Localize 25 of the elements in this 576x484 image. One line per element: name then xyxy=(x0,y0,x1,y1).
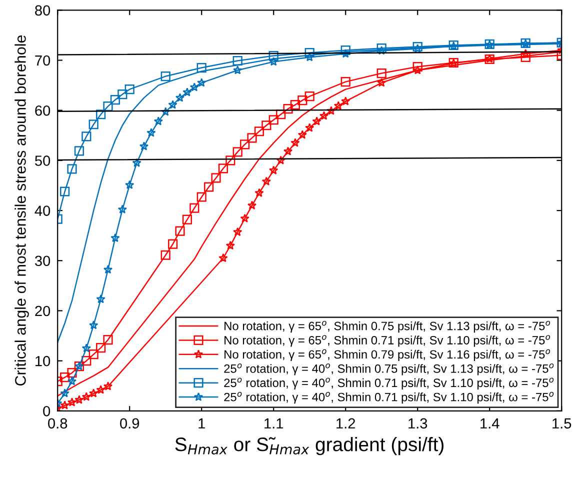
x-tick-label: 0.8 xyxy=(48,418,68,429)
y-tick-label: 40 xyxy=(34,206,50,216)
y-tick-label: 20 xyxy=(35,306,50,316)
x-tick-label: 1.4 xyxy=(480,418,500,428)
y-tick-label: 60 xyxy=(35,105,50,116)
y-tick-label: 70 xyxy=(35,55,50,66)
x-tick-label: 1.2 xyxy=(336,418,356,428)
legend-label: 25$^{o}$ rotation, γ = 40$^{o}$, Shmin 0.75 psi/ft, Sv 1.13 psi/ft, ω = -75$^{o}$ xyxy=(224,363,554,376)
y-tick-label: 10 xyxy=(36,356,50,366)
legend-label: No rotation, γ = 65$^{o}$, Shmin 0.71 psi/ft, Sv 1.10 psi/ft, ω = -75$^{o}$ xyxy=(224,335,550,347)
x-axis-title: S$_{Hmax}$ or S̃$_{Hmax}$ gradient (psi/ft) xyxy=(175,437,444,456)
x-tick-label: 1 xyxy=(198,418,205,428)
legend-label: No rotation, γ = 65$^{o}$, Shmin 0.79 psi/ft, Sv 1.16 psi/ft, ω = -75$^{o}$ xyxy=(224,349,550,362)
x-tick-label: 1.5 xyxy=(552,418,572,429)
y-tick-label: 30 xyxy=(34,256,50,266)
legend-label: 25$^{o}$ rotation, γ = 40$^{o}$, Shmin 0.71 psi/ft, Sv 1.10 psi/ft, ω = -75$^{o}$ xyxy=(224,392,554,404)
y-tick-label: 80 xyxy=(35,5,50,16)
legend-label: 25$^{o}$ rotation, γ = 40$^{o}$, Shmin 0.71 psi/ft, Sv 1.10 psi/ft, ω = -75$^{o}$ xyxy=(224,378,554,390)
x-tick-label: 1.1 xyxy=(264,418,284,428)
x-tick-label: 0.9 xyxy=(120,418,140,429)
y-axis-title: Critical angle of most tensile stress around borehole xyxy=(14,35,29,386)
legend-label: No rotation, γ = 65$^{o}$, Shmin 0.75 psi/ft, Sv 1.13 psi/ft, ω = -75$^{o}$ xyxy=(224,320,550,333)
y-tick-label: 0 xyxy=(43,406,50,416)
x-tick-label: 1.3 xyxy=(408,418,428,429)
y-tick-label: 50 xyxy=(35,156,50,166)
